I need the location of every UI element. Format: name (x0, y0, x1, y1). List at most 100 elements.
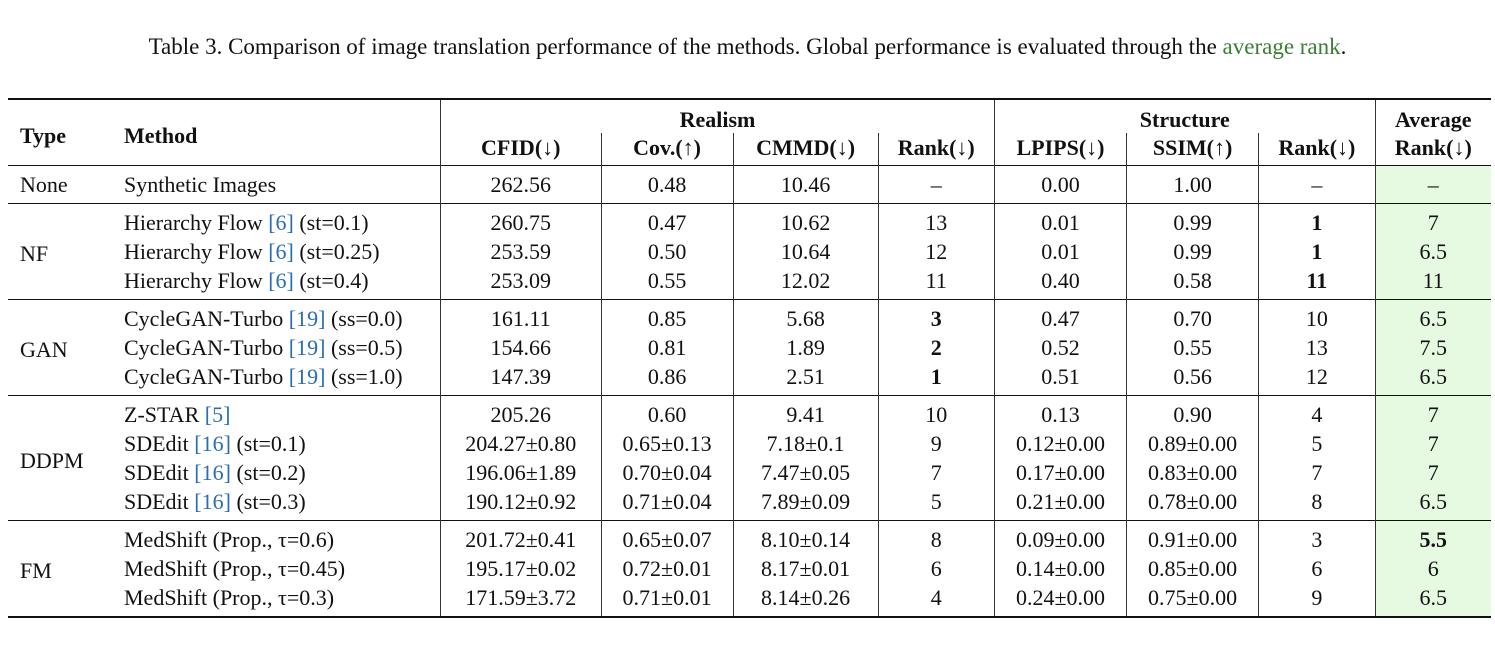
cov-cell: 0.47 (601, 203, 734, 237)
rank-structure-cell: 3 (1258, 520, 1376, 554)
citation-link[interactable]: [6] (268, 268, 294, 293)
ssim-cell: 0.75±0.00 (1126, 583, 1260, 618)
average-rank-cell: 6 (1375, 554, 1491, 583)
lpips-cell: 0.21±0.00 (994, 487, 1128, 521)
method-name: CycleGAN-Turbo [19] (ss=0.0) (112, 299, 441, 333)
header-ssim: SSIM(↑) (1126, 133, 1260, 166)
rank-structure-cell: 10 (1258, 299, 1376, 333)
lpips-cell: 0.52 (994, 333, 1128, 362)
cov-cell: 0.71±0.04 (601, 487, 734, 521)
table-row: MedShift (Prop., τ=0.3) 171.59±3.72 0.71±0… (8, 583, 1491, 618)
rank-structure-cell: 8 (1258, 487, 1376, 521)
cfid-cell: 253.09 (440, 266, 602, 300)
rank-structure-cell: 11 (1258, 266, 1376, 300)
cfid-cell: 154.66 (440, 333, 602, 362)
table-row: CycleGAN-Turbo [19] (ss=1.0) 147.39 0.86 2.… (8, 362, 1491, 396)
header-rank-structure: Rank(↓) (1258, 133, 1376, 166)
average-rank-cell: 7 (1375, 429, 1491, 458)
rank-structure-cell: 1 (1258, 237, 1376, 266)
citation-link[interactable]: [19] (288, 335, 326, 360)
cov-cell: 0.81 (601, 333, 734, 362)
ssim-cell: 0.85±0.00 (1126, 554, 1260, 583)
average-rank-cell: 7.5 (1375, 333, 1491, 362)
citation-link[interactable]: [16] (194, 431, 231, 456)
cfid-cell: 161.11 (440, 299, 602, 333)
table-row: FM MedShift (Prop., τ=0.6) 201.72±0.41 0.65… (8, 520, 1491, 618)
header-cfid: CFID(↓) (440, 133, 602, 166)
table-row: MedShift (Prop., τ=0.45) 195.17±0.02 0.72±… (8, 554, 1491, 583)
average-rank-cell: 6.5 (1375, 487, 1491, 521)
rank-realism-cell: 7 (878, 458, 995, 487)
header-average-line2: Rank(↓) (1394, 135, 1472, 160)
average-rank-cell: 7 (1375, 458, 1491, 487)
rank-structure-cell: 4 (1258, 395, 1376, 429)
header-average-line1: Average (1395, 107, 1472, 132)
header-method: Method (112, 99, 441, 166)
citation-link[interactable]: [16] (194, 489, 231, 514)
rank-structure-cell: 5 (1258, 429, 1376, 458)
lpips-cell: 0.13 (994, 395, 1128, 429)
average-rank-cell: 6.5 (1375, 583, 1491, 618)
cov-cell: 0.55 (601, 266, 734, 300)
lpips-cell: 0.51 (994, 362, 1128, 396)
cmmd-cell: 7.47±0.05 (733, 458, 879, 487)
rank-realism-cell: 6 (878, 554, 995, 583)
lpips-cell: 0.17±0.00 (994, 458, 1128, 487)
cmmd-cell: 8.17±0.01 (733, 554, 879, 583)
rank-structure-cell: 12 (1258, 362, 1376, 396)
lpips-cell: 0.24±0.00 (994, 583, 1128, 618)
rank-realism-cell: 12 (878, 237, 995, 266)
caption-highlight: average rank (1222, 34, 1341, 59)
cmmd-cell: 12.02 (733, 266, 879, 300)
rank-structure-cell: – (1258, 165, 1376, 204)
citation-link[interactable]: [19] (288, 306, 326, 331)
header-cov: Cov.(↑) (601, 133, 734, 166)
ssim-cell: 0.99 (1126, 203, 1260, 237)
table-row: Hierarchy Flow [6] (st=0.25) 253.59 0.50 10… (8, 237, 1491, 266)
cfid-cell: 196.06±1.89 (440, 458, 602, 487)
method-name: SDEdit [16] (st=0.3) (112, 487, 441, 521)
lpips-cell: 0.01 (994, 237, 1128, 266)
cmmd-cell: 5.68 (733, 299, 879, 333)
method-name: SDEdit [16] (st=0.1) (112, 429, 441, 458)
cmmd-cell: 2.51 (733, 362, 879, 396)
method-name: CycleGAN-Turbo [19] (ss=1.0) (112, 362, 441, 396)
rank-structure-cell: 9 (1258, 583, 1376, 618)
method-name: MedShift (Prop., τ=0.3) (112, 583, 441, 618)
citation-link[interactable]: [16] (194, 460, 231, 485)
citation-link[interactable]: [5] (204, 402, 231, 427)
lpips-cell: 0.47 (994, 299, 1128, 333)
average-rank-cell: 6.5 (1375, 362, 1491, 396)
average-rank-cell: 7 (1375, 395, 1491, 429)
average-rank-cell: 6.5 (1375, 299, 1491, 333)
cfid-cell: 201.72±0.41 (440, 520, 602, 554)
rank-realism-cell: 5 (878, 487, 995, 521)
method-name: Hierarchy Flow [6] (st=0.1) (112, 203, 441, 237)
table-row: CycleGAN-Turbo [19] (ss=0.5) 154.66 0.81 1.… (8, 333, 1491, 362)
cfid-cell: 147.39 (440, 362, 602, 396)
cov-cell: 0.72±0.01 (601, 554, 734, 583)
cov-cell: 0.70±0.04 (601, 458, 734, 487)
method-name: CycleGAN-Turbo [19] (ss=0.5) (112, 333, 441, 362)
rank-realism-cell: – (878, 165, 995, 204)
lpips-cell: 0.00 (994, 165, 1128, 204)
ssim-cell: 1.00 (1126, 165, 1260, 204)
citation-link[interactable]: [6] (268, 210, 294, 235)
cov-cell: 0.65±0.13 (601, 429, 734, 458)
cov-cell: 0.71±0.01 (601, 583, 734, 618)
cov-cell: 0.65±0.07 (601, 520, 734, 554)
average-rank-cell: 6.5 (1375, 237, 1491, 266)
cov-cell: 0.86 (601, 362, 734, 396)
cov-cell: 0.60 (601, 395, 734, 429)
method-name: Synthetic Images (112, 165, 441, 204)
lpips-cell: 0.01 (994, 203, 1128, 237)
table-row: SDEdit [16] (st=0.1) 204.27±0.80 0.65±0.13… (8, 429, 1491, 458)
header-realism: Realism (440, 99, 995, 133)
ssim-cell: 0.55 (1126, 333, 1260, 362)
citation-link[interactable]: [19] (288, 364, 326, 389)
rank-realism-cell: 4 (878, 583, 995, 618)
group-type: NF (8, 203, 112, 300)
cmmd-cell: 10.62 (733, 203, 879, 237)
table-row: SDEdit [16] (st=0.3) 190.12±0.92 0.71±0.04… (8, 487, 1491, 521)
citation-link[interactable]: [6] (268, 239, 294, 264)
